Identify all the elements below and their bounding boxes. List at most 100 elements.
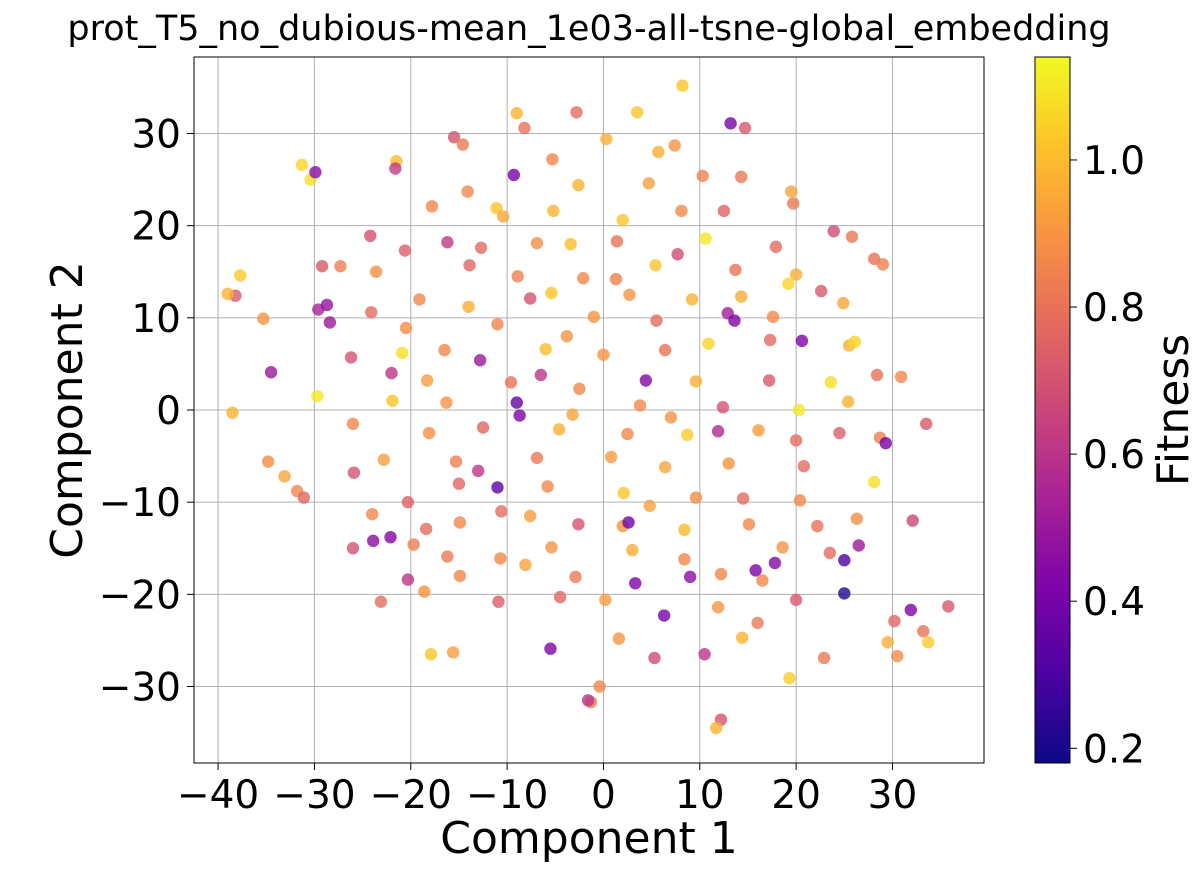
data-point (722, 457, 735, 470)
data-point (729, 263, 742, 277)
data-point (395, 346, 409, 360)
data-point (616, 213, 629, 227)
data-point (629, 577, 642, 590)
data-point (545, 286, 558, 300)
data-point (752, 424, 765, 437)
data-point (689, 375, 703, 388)
data-point (518, 121, 531, 135)
data-point (384, 530, 397, 544)
data-point (546, 153, 559, 166)
data-point (593, 680, 606, 693)
y-tick-label: −30 (99, 666, 181, 711)
data-points (221, 79, 955, 735)
colorbar-ticks: 0.2 0.4 0.6 0.8 1.0 (1070, 139, 1145, 772)
data-point (494, 552, 507, 565)
data-point (278, 470, 291, 483)
x-axis-ticks: −40 −30 −20 −10 0 10 20 30 (177, 763, 917, 818)
data-point (453, 569, 467, 583)
data-point (226, 406, 239, 419)
data-point (776, 541, 789, 554)
data-point (577, 272, 590, 285)
data-point (573, 382, 586, 396)
data-point (658, 460, 672, 474)
data-point (789, 268, 803, 281)
y-tick-label: 10 (131, 297, 181, 342)
y-tick-label: −10 (99, 481, 181, 526)
data-point (597, 348, 610, 361)
data-point (717, 204, 731, 218)
data-point (369, 265, 383, 278)
data-point (401, 573, 415, 586)
data-point (648, 651, 661, 665)
data-point (735, 631, 749, 644)
data-point (473, 354, 487, 367)
data-point (440, 396, 453, 409)
data-point (418, 585, 431, 598)
data-point (888, 614, 901, 628)
colorbar-tick-label: 0.2 (1083, 727, 1145, 772)
data-point (852, 539, 865, 552)
chart-title: prot_T5_no_dubious-mean_1e03-all-tsne-gl… (67, 9, 1110, 49)
x-tick-label: 10 (675, 773, 725, 818)
data-point (867, 475, 881, 489)
data-point (738, 121, 752, 135)
data-point (438, 343, 451, 357)
data-point (311, 389, 324, 403)
data-point (570, 106, 583, 119)
data-point (714, 567, 728, 581)
data-point (850, 512, 864, 525)
data-point (309, 166, 322, 179)
data-point (461, 185, 474, 198)
data-point (374, 595, 388, 608)
data-point (385, 366, 398, 380)
data-point (838, 554, 851, 567)
data-point (782, 277, 795, 290)
data-point (492, 595, 505, 608)
data-point (346, 417, 360, 431)
data-point (736, 492, 750, 505)
data-point (425, 200, 439, 213)
data-point (789, 434, 803, 447)
data-point (678, 523, 691, 537)
data-point (257, 312, 270, 325)
data-point (566, 408, 579, 421)
data-point (698, 648, 711, 661)
data-point (441, 550, 454, 563)
data-point (504, 376, 518, 389)
data-point (530, 451, 544, 465)
data-point (891, 649, 904, 663)
data-point (386, 394, 399, 407)
data-point (837, 296, 850, 310)
data-point (347, 466, 361, 479)
colorbar-tick-label: 0.4 (1083, 580, 1145, 625)
data-point (711, 424, 725, 438)
data-point (824, 376, 838, 389)
data-point (797, 460, 811, 473)
data-point (675, 204, 688, 218)
data-point (297, 491, 311, 504)
data-point (491, 318, 504, 331)
data-point (833, 426, 846, 440)
data-point (452, 477, 466, 490)
data-point (768, 556, 782, 570)
data-point (519, 558, 532, 572)
data-point (572, 178, 585, 192)
data-point (572, 518, 585, 531)
data-point (552, 423, 566, 436)
data-point (921, 636, 935, 649)
y-axis-label: Component 2 (42, 261, 93, 558)
data-point (668, 139, 681, 152)
data-point (476, 421, 490, 434)
data-point (742, 518, 756, 531)
colorbar-tick-label: 0.8 (1083, 286, 1145, 331)
data-point (709, 721, 723, 735)
data-point (463, 259, 476, 272)
data-point (652, 145, 665, 159)
data-point (870, 368, 884, 382)
data-point (792, 403, 806, 417)
data-point (681, 428, 694, 442)
data-point (827, 224, 840, 238)
data-point (364, 229, 377, 243)
data-point (599, 593, 612, 607)
data-point (490, 201, 503, 215)
